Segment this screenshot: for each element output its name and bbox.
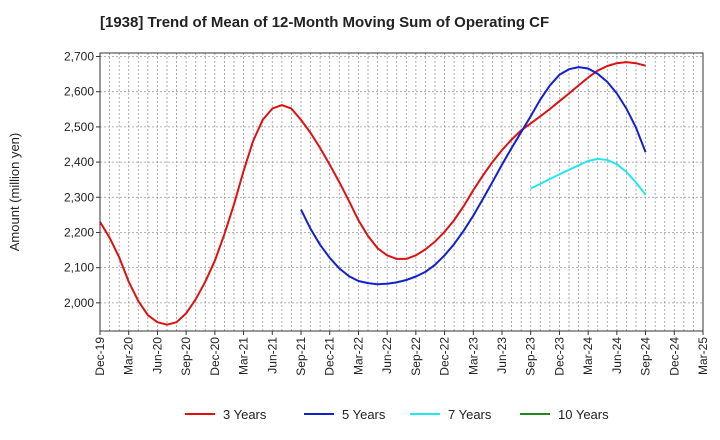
chart-title: [1938] Trend of Mean of 12-Month Moving … bbox=[100, 14, 549, 31]
legend-label: 10 Years bbox=[558, 407, 609, 422]
x-tick-label: Jun-20 bbox=[150, 337, 164, 374]
x-tick-label: Sep-24 bbox=[639, 337, 653, 376]
x-tick-label: Sep-23 bbox=[524, 337, 538, 376]
grid-lines bbox=[100, 53, 703, 331]
series-line-5-years bbox=[300, 66, 647, 286]
series-lines bbox=[99, 61, 647, 326]
x-tick-label: Mar-24 bbox=[581, 337, 595, 375]
series-line-3-years bbox=[99, 61, 646, 326]
y-tick-label: 2,100 bbox=[64, 261, 94, 275]
legend-label: 3 Years bbox=[223, 407, 267, 422]
plot-border bbox=[99, 52, 704, 332]
x-tick-label: Mar-23 bbox=[466, 337, 480, 375]
series-line-7-years bbox=[530, 157, 647, 196]
plot-area bbox=[100, 53, 703, 331]
x-tick-label: Jun-23 bbox=[495, 337, 509, 374]
y-axis-ticks: 2,000 2,100 2,200 2,300 2,400 2,500 2,600 2,700 bbox=[64, 50, 100, 310]
y-tick-label: 2,500 bbox=[64, 120, 94, 134]
x-tick-label: Mar-20 bbox=[122, 337, 136, 375]
y-tick-label: 2,300 bbox=[64, 190, 94, 204]
x-tick-label: Sep-22 bbox=[409, 337, 423, 376]
legend: 3 Years 5 Years 7 Years 10 Years bbox=[185, 407, 609, 422]
x-tick-label: Dec-24 bbox=[667, 337, 681, 376]
y-tick-label: 2,000 bbox=[64, 296, 94, 310]
y-tick-label: 2,600 bbox=[64, 85, 94, 99]
x-tick-label: Mar-21 bbox=[237, 337, 251, 375]
x-axis-ticks: Dec-19 Mar-20 Jun-20 Sep-20 Dec-20 Mar-21 Jun-… bbox=[93, 331, 710, 376]
x-tick-label: Dec-22 bbox=[438, 337, 452, 376]
x-tick-label: Sep-20 bbox=[179, 337, 193, 376]
x-tick-label: Jun-21 bbox=[265, 337, 279, 374]
x-tick-label: Dec-19 bbox=[93, 337, 107, 376]
x-tick-label: Mar-25 bbox=[696, 337, 710, 375]
x-tick-label: Sep-21 bbox=[294, 337, 308, 376]
x-tick-label: Jun-22 bbox=[380, 337, 394, 374]
x-tick-label: Mar-22 bbox=[351, 337, 365, 375]
x-tick-label: Dec-20 bbox=[208, 337, 222, 376]
legend-label: 5 Years bbox=[342, 407, 386, 422]
legend-label: 7 Years bbox=[448, 407, 492, 422]
x-tick-label: Jun-24 bbox=[610, 337, 624, 374]
y-axis-label: Amount (million yen) bbox=[7, 133, 22, 252]
y-tick-label: 2,400 bbox=[64, 155, 94, 169]
x-tick-label: Dec-21 bbox=[323, 337, 337, 376]
x-tick-label: Dec-23 bbox=[552, 337, 566, 376]
y-tick-label: 2,700 bbox=[64, 50, 94, 64]
y-tick-label: 2,200 bbox=[64, 225, 94, 239]
